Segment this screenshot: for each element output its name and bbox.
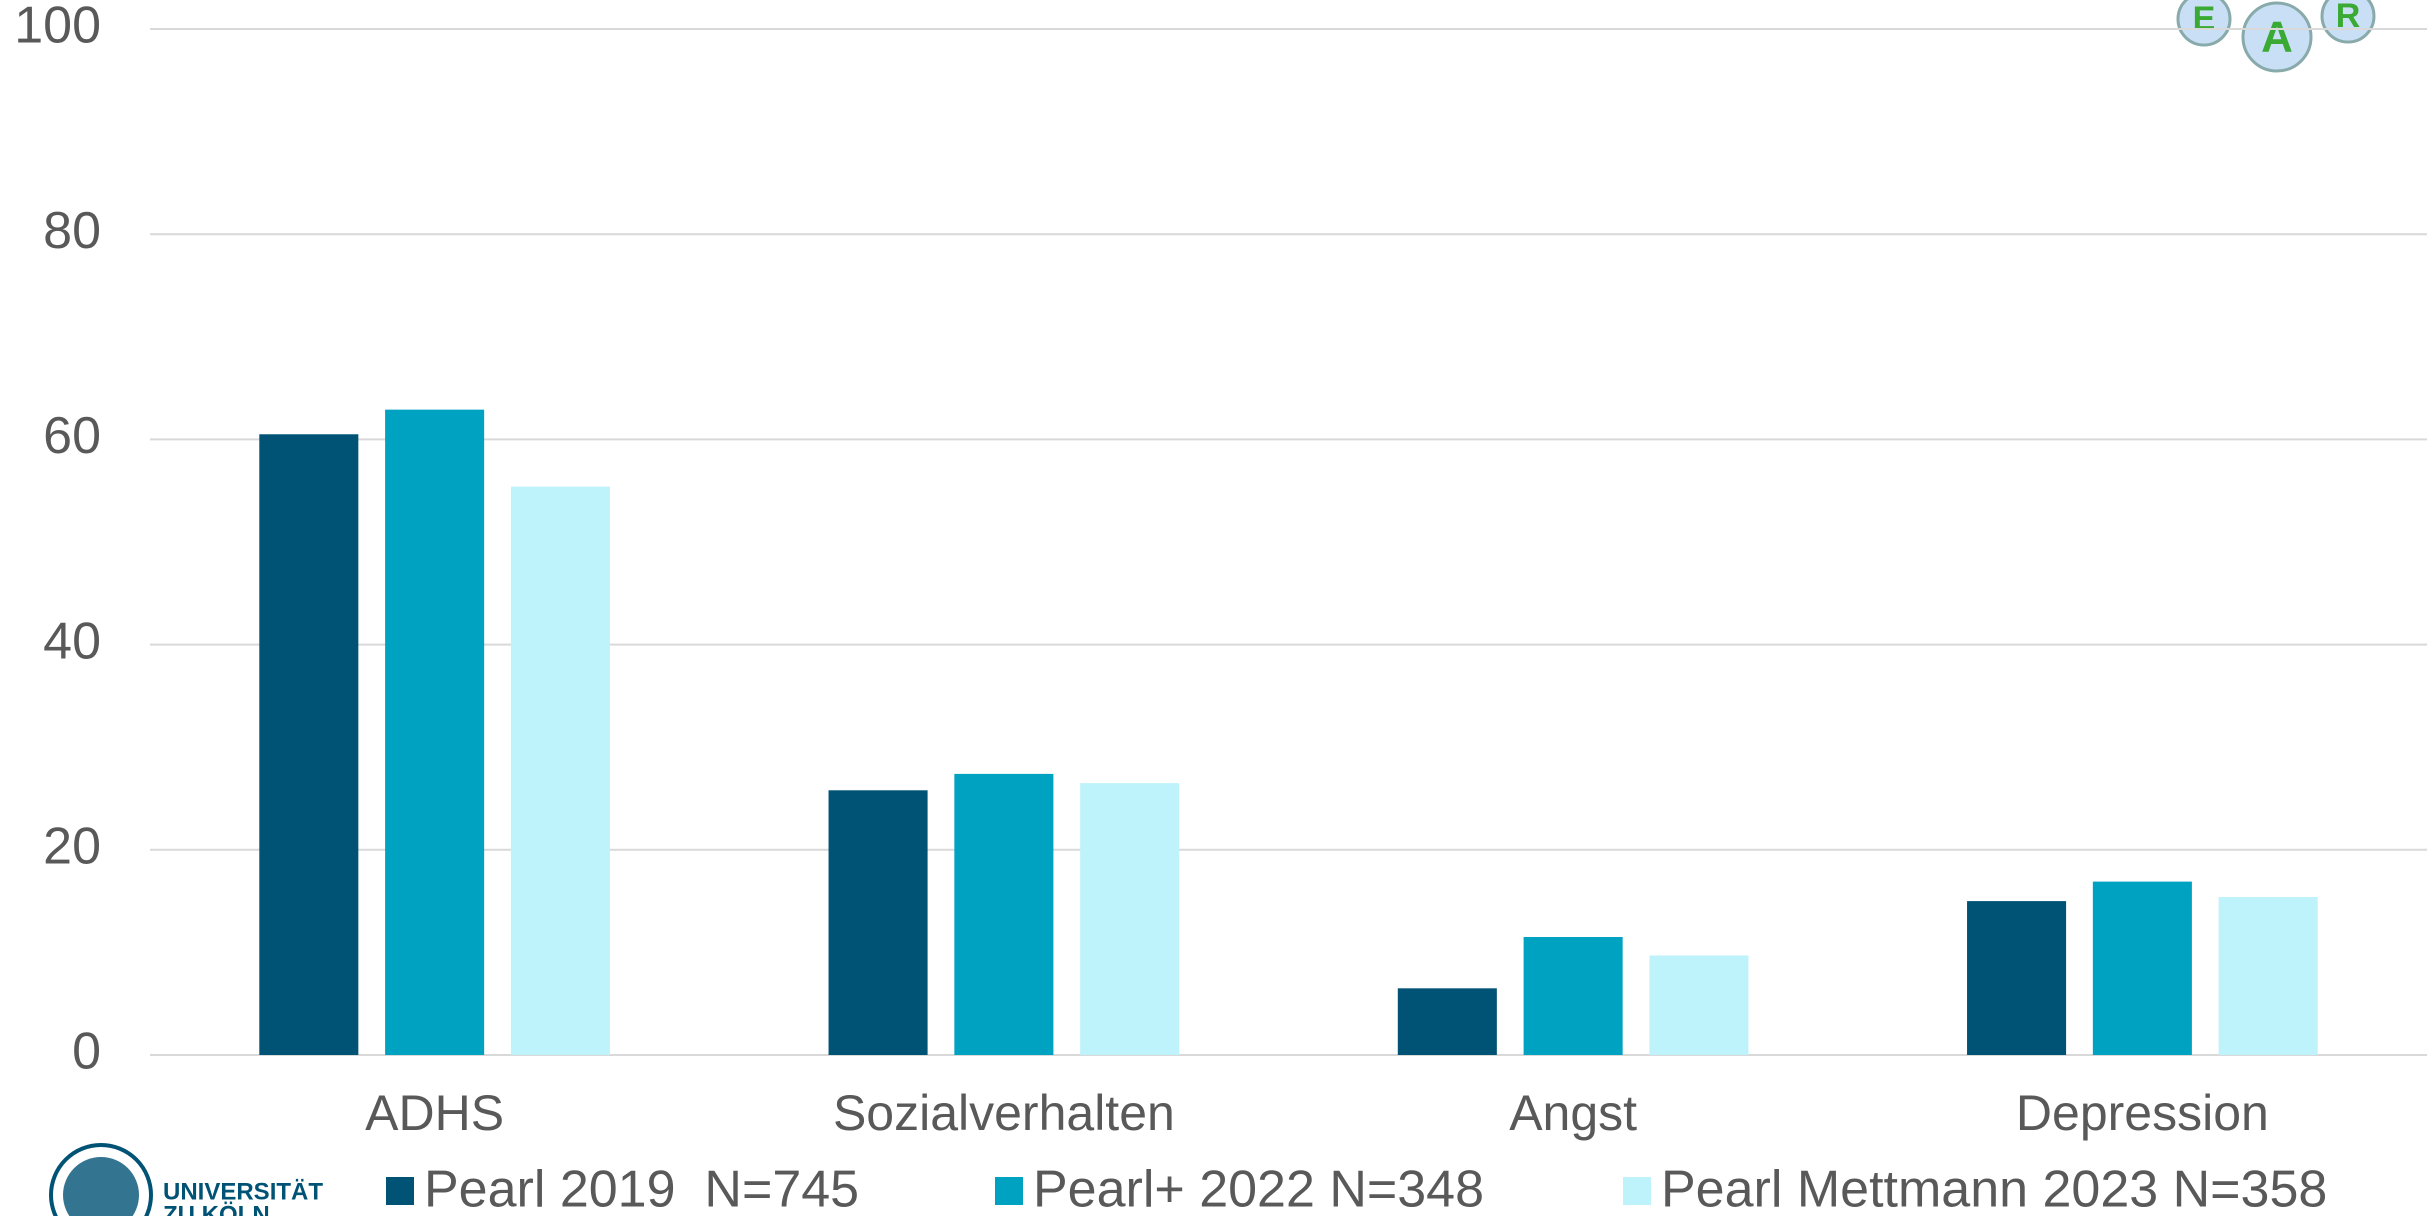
badge-letter: A <box>2261 13 2293 62</box>
legend-label: Pearl 2019 N=745 <box>424 1161 859 1216</box>
logo-seal-inner <box>63 1157 139 1216</box>
bar <box>2218 896 2318 1055</box>
y-tick-label: 40 <box>43 612 101 670</box>
logo-text: UNIVERSITÄT <box>163 1178 323 1205</box>
bar <box>1397 988 1497 1055</box>
badge-circle <box>2320 0 2376 44</box>
bar <box>1523 937 1623 1055</box>
bar <box>2092 881 2192 1055</box>
legend-label: Pearl+ 2022 N=348 <box>1033 1161 1484 1216</box>
badge-circle <box>2241 1 2313 73</box>
bar <box>259 434 359 1055</box>
y-tick-label: 80 <box>43 202 101 260</box>
badge-circle <box>2176 0 2232 47</box>
legend-swatch <box>386 1177 414 1205</box>
bar <box>828 790 928 1055</box>
legend-label: Pearl Mettmann 2023 N=358 <box>1661 1161 2327 1216</box>
logo-text: ZU KÖLN <box>163 1201 270 1216</box>
bar <box>954 773 1054 1055</box>
y-tick-label: 100 <box>14 0 101 55</box>
badge: E A R <box>2176 0 2376 73</box>
x-tick-label: Depression <box>2016 1085 2269 1141</box>
x-tick-label: ADHS <box>365 1085 504 1141</box>
bar <box>1967 901 2067 1055</box>
y-tick-label: 20 <box>43 818 101 876</box>
x-tick-label: Angst <box>1509 1085 1637 1141</box>
y-tick-label: 60 <box>43 407 101 465</box>
logo-seal <box>49 1143 153 1216</box>
bar <box>385 409 485 1055</box>
y-tick-label: 0 <box>72 1023 101 1081</box>
bar <box>1649 955 1749 1055</box>
bar <box>1080 783 1180 1055</box>
legend-swatch <box>1623 1177 1651 1205</box>
x-tick-label: Sozialverhalten <box>833 1085 1175 1141</box>
badge-letter: E <box>2193 0 2216 38</box>
bar <box>510 486 610 1055</box>
legend-swatch <box>995 1177 1023 1205</box>
logo: UNIVERSITÄT ZU KÖLN <box>49 1143 323 1216</box>
